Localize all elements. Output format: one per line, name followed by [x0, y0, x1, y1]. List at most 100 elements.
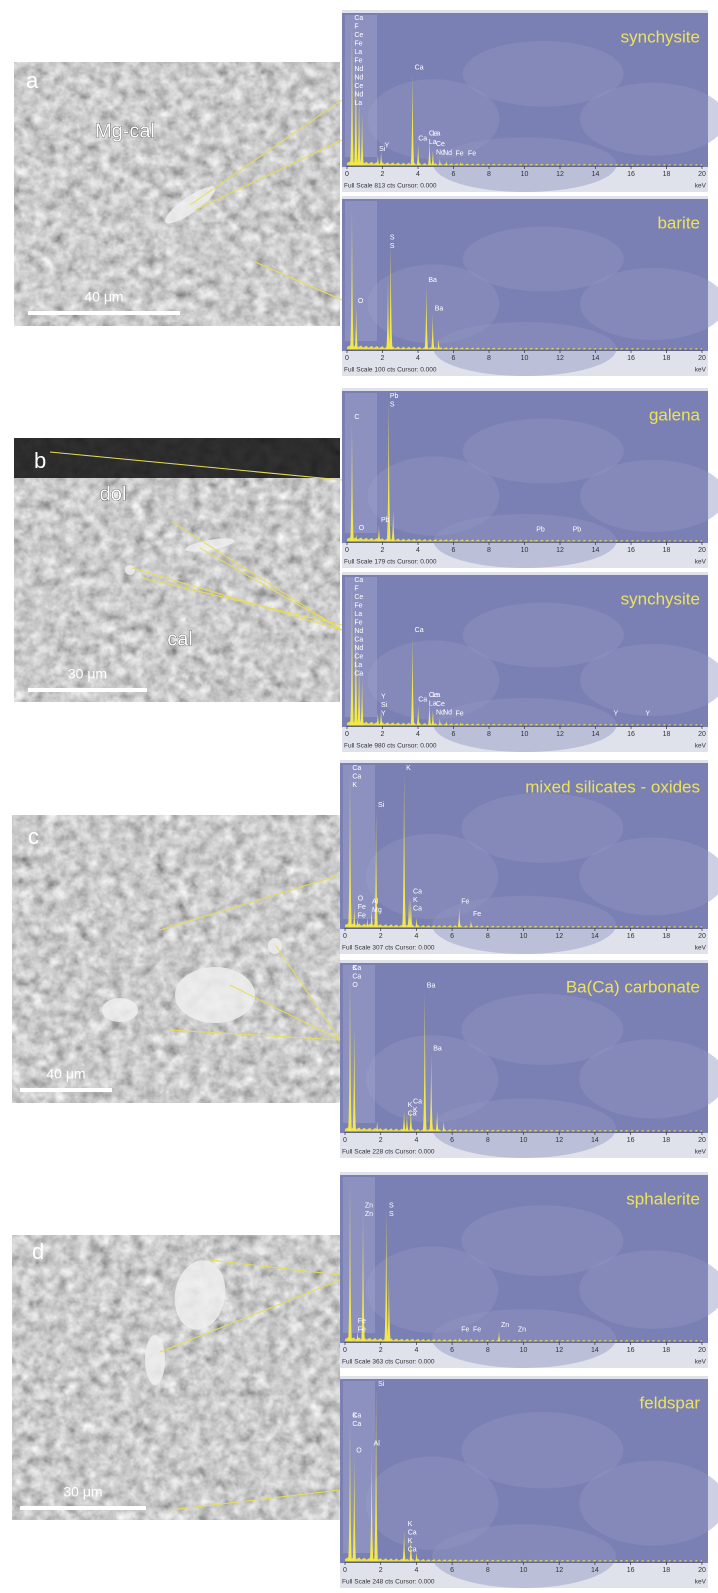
spectrum-bg — [342, 199, 708, 351]
element-label: Fe — [358, 1318, 366, 1325]
bg-shading — [462, 418, 624, 484]
bg-shading — [461, 792, 624, 863]
element-label: S — [390, 234, 395, 241]
element-label: Pb — [381, 517, 390, 524]
element-label: Ca — [413, 1098, 422, 1105]
element-label: Y — [645, 710, 650, 717]
element-label: Nd — [436, 149, 445, 156]
peak — [437, 158, 443, 166]
element-label: Y — [385, 143, 390, 150]
x-tick-label: 0 — [345, 171, 349, 178]
x-tick-label: 18 — [662, 1567, 670, 1574]
x-tick-label: 2 — [381, 547, 385, 554]
connector — [254, 261, 343, 301]
element-label: Ce — [354, 32, 363, 39]
element-label: Ba — [435, 305, 444, 312]
x-tick-label: 12 — [555, 933, 563, 940]
bg-shading — [462, 602, 624, 668]
element-label: Nd — [354, 74, 363, 81]
x-tick-label: 4 — [416, 171, 420, 178]
peak — [349, 22, 355, 166]
peak — [468, 1338, 474, 1342]
x-tick-label: 14 — [592, 731, 600, 738]
x-tick-label: 2 — [379, 1567, 383, 1574]
element-label: C — [354, 414, 359, 421]
x-unit: keV — [695, 367, 707, 374]
peak — [468, 920, 474, 928]
peak — [415, 705, 421, 726]
x-tick-label: 14 — [591, 1567, 599, 1574]
x-tick-label: 20 — [698, 355, 706, 362]
x-tick-label: 14 — [591, 933, 599, 940]
peak — [378, 151, 384, 166]
peak — [388, 243, 393, 350]
bg-shading — [579, 837, 718, 916]
overlay-box — [343, 1381, 375, 1553]
element-label: Nd — [443, 150, 452, 157]
element-label: K — [413, 1107, 418, 1114]
bg-shading — [365, 1246, 499, 1333]
element-label: Ca — [352, 765, 361, 772]
peak — [373, 1388, 379, 1562]
x-tick-label: 4 — [416, 547, 420, 554]
peak — [356, 95, 362, 166]
overlay-box — [343, 965, 375, 1123]
x-tick-label: 12 — [555, 1137, 563, 1144]
x-tick-label: 8 — [487, 355, 491, 362]
peak — [532, 539, 537, 542]
panel-letter: c — [28, 824, 39, 849]
x-unit: keV — [695, 945, 707, 952]
x-tick-label: 16 — [627, 1567, 635, 1574]
element-label: Ce — [436, 141, 445, 148]
peak — [410, 73, 415, 166]
mineral-name: Ba(Ca) carbonate — [566, 977, 700, 996]
overlay-box — [343, 1177, 375, 1333]
peak — [375, 712, 381, 726]
x-unit: keV — [695, 1149, 707, 1156]
peak — [430, 150, 436, 166]
peak — [414, 917, 419, 928]
x-unit: keV — [695, 183, 707, 190]
connector — [169, 1029, 341, 1041]
peak — [429, 1054, 434, 1132]
x-tick-label: 0 — [345, 731, 349, 738]
x-tick-label: 20 — [698, 171, 706, 178]
x-tick-label: 10 — [521, 171, 529, 178]
element-label: S — [390, 243, 395, 250]
element-label: K — [352, 965, 357, 972]
spectrum-footer: Full Scale 179 cts Cursor: 0.000 — [344, 559, 437, 566]
element-label: Si — [381, 702, 388, 709]
mineral-name: synchysite — [621, 589, 700, 608]
background-noise — [345, 1557, 702, 1562]
connector — [194, 139, 343, 211]
x-tick-label: 16 — [627, 171, 635, 178]
x-tick-label: 14 — [592, 547, 600, 554]
element-label: La — [429, 139, 437, 146]
peak — [441, 1121, 446, 1132]
peak — [437, 718, 443, 726]
element-label: Si — [378, 802, 385, 809]
background-noise — [347, 721, 702, 726]
x-tick-label: 8 — [486, 1347, 490, 1354]
element-label: O — [358, 895, 364, 902]
x-tick-label: 8 — [487, 171, 491, 178]
element-label: Ca — [354, 577, 363, 584]
x-unit: keV — [695, 743, 707, 750]
bg-shading — [579, 1460, 718, 1546]
peak — [427, 701, 432, 726]
peak — [376, 526, 382, 542]
connector — [199, 547, 343, 631]
x-tick-label: 10 — [520, 1347, 528, 1354]
eds-spectrum: O SS Ba Ba 0 2 4 6 8 10 12 14 16 18 20 keV Full Scale 10… — [342, 196, 718, 376]
element-label: Ca — [352, 965, 361, 972]
sem-image — [12, 1235, 340, 1520]
x-tick-label: 16 — [627, 731, 635, 738]
scale-bar — [20, 1506, 146, 1510]
bg-shading — [579, 1250, 718, 1329]
peak — [347, 1184, 353, 1342]
